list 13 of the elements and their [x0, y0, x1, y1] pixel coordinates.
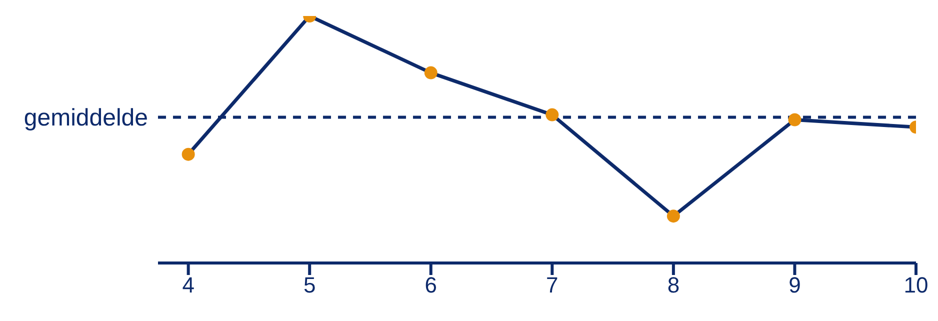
x-tick-label: 7	[546, 272, 558, 298]
point	[182, 148, 195, 161]
x-tick-label: 10	[904, 272, 928, 298]
x-tick-label: 9	[788, 272, 801, 298]
ref-line-label: gemiddelde	[24, 104, 148, 132]
x-tick-label: 8	[667, 272, 680, 298]
point	[666, 210, 680, 223]
point	[788, 113, 802, 126]
x-tick-label: 4	[182, 272, 194, 298]
x-tick-label: 6	[424, 272, 438, 298]
point	[546, 108, 559, 122]
x-tick-label: 5	[303, 272, 316, 298]
point	[424, 66, 438, 80]
